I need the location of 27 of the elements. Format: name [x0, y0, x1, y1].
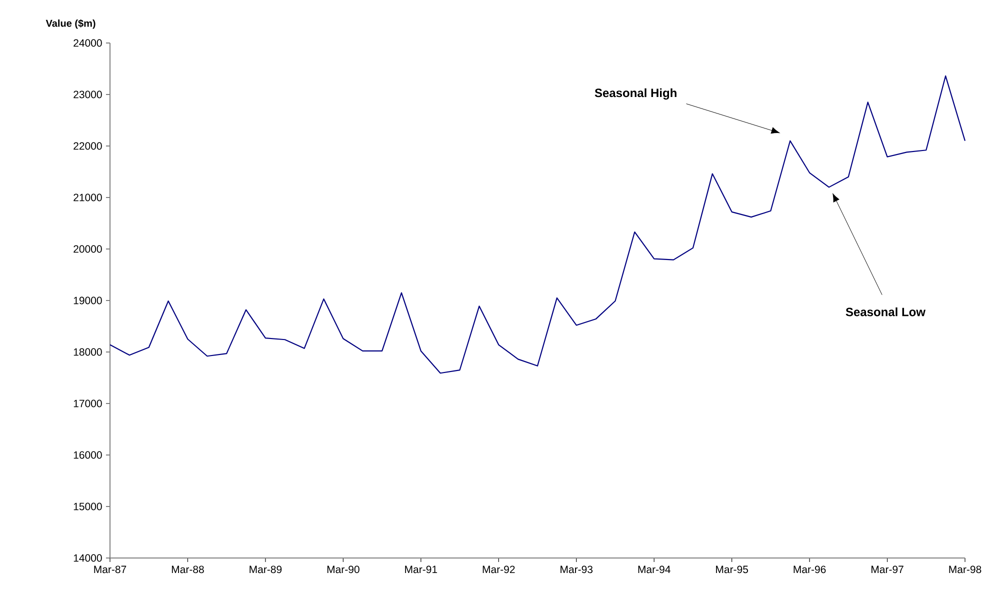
y-tick-label: 20000: [74, 245, 102, 253]
y-tick-label: 21000: [74, 194, 102, 202]
x-tick-label: Mar-98: [949, 566, 982, 574]
x-tick-label: Mar-91: [405, 566, 438, 574]
y-tick-label: 17000: [74, 400, 102, 408]
x-tick-label: Mar-93: [560, 566, 593, 574]
annotation: Seasonal High: [594, 88, 676, 100]
line-series: [109, 75, 966, 374]
y-axis-title: Value ($m): [46, 19, 96, 29]
y-tick-label: 14000: [74, 554, 102, 562]
y-tick-label: 19000: [74, 296, 102, 304]
y-tick-label: 24000: [74, 39, 102, 47]
x-tick-label: Mar-96: [794, 566, 826, 574]
y-tick-label: 16000: [74, 451, 102, 459]
y-tick-label: 22000: [74, 142, 102, 150]
y-tick-label: 23000: [74, 90, 102, 98]
x-tick-label: Mar-97: [872, 566, 904, 574]
x-tick-label: Mar-92: [482, 566, 515, 574]
x-tick-label: Mar-88: [172, 566, 204, 574]
x-tick-label: Mar-90: [327, 566, 360, 574]
x-tick-label: Mar-89: [250, 566, 282, 574]
y-tick-label: 18000: [74, 348, 102, 356]
x-tick-label: Mar-95: [716, 566, 748, 574]
y-tick-label: 15000: [74, 502, 102, 510]
annotation: Seasonal Low: [846, 307, 926, 316]
x-tick-label: Mar-87: [94, 566, 126, 574]
x-tick-label: Mar-94: [638, 566, 670, 574]
